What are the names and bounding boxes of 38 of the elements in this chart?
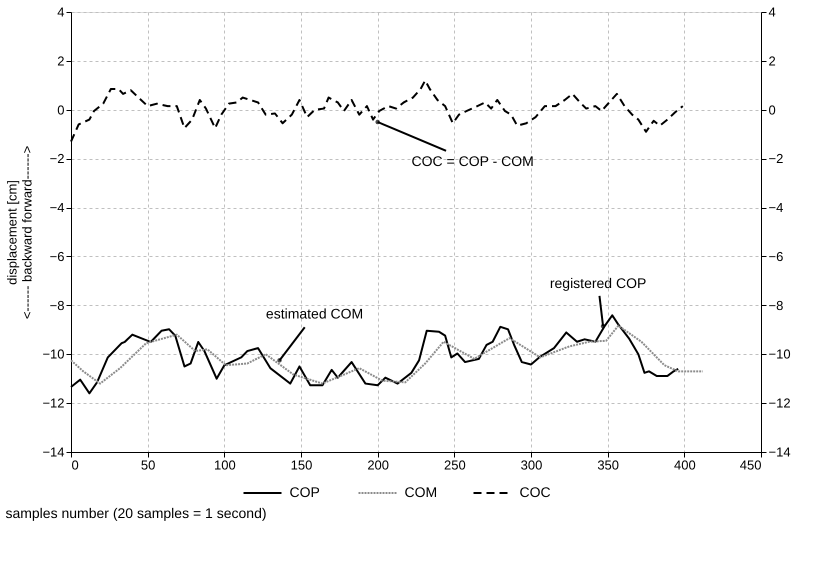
y2-tick-label: −10: [768, 346, 791, 362]
x-tick-label: 250: [444, 458, 466, 472]
y2-tick-label: −2: [768, 151, 784, 166]
x-tick-label: 400: [674, 458, 696, 472]
y2-tick-label: 4: [768, 4, 776, 20]
x-tick-label: 450: [740, 458, 762, 472]
legend-label: COP: [290, 484, 320, 500]
y-tick-label: 0: [57, 102, 64, 118]
y2-tick-label: −4: [768, 200, 784, 216]
y2-tick-label: −6: [768, 248, 784, 264]
y-tick-label: −8: [50, 298, 64, 313]
x-tick-label: 350: [597, 458, 620, 472]
x-tick-label: 200: [367, 458, 390, 472]
y-tick-label: −12: [42, 396, 64, 411]
y-tick-label: −2: [50, 151, 64, 166]
annotation: COC = COP - COM: [412, 153, 534, 169]
y2-tick-label: −14: [768, 444, 791, 460]
annotation: estimated COM: [266, 305, 364, 322]
annotation: registered COP: [550, 275, 646, 292]
x-tick-label: 150: [290, 458, 312, 472]
y2-tick-label: −8: [768, 298, 784, 313]
y-axis-title: displacement [cm] <------ backward forward------>: [4, 146, 34, 320]
y-tick-label: 2: [57, 53, 64, 68]
x-axis-title: samples number (20 samples = 1 second): [5, 505, 267, 521]
y-tick-label: 4: [57, 4, 64, 20]
x-tick-label: 0: [72, 458, 79, 472]
y-tick-label: −14: [42, 444, 64, 460]
x-tick-label: 100: [214, 458, 236, 472]
y-tick-label: −10: [42, 346, 64, 362]
y-tick-label: −4: [50, 200, 64, 216]
y-tick-label: −6: [50, 248, 64, 264]
y2-tick-label: 0: [768, 102, 776, 118]
legend-label: COM: [404, 484, 438, 500]
legend-label: COC: [520, 484, 551, 500]
y2-tick-label: 2: [768, 53, 776, 68]
y2-tick-label: −12: [768, 396, 791, 411]
x-tick-label: 300: [520, 458, 542, 472]
x-tick-label: 50: [140, 458, 156, 472]
